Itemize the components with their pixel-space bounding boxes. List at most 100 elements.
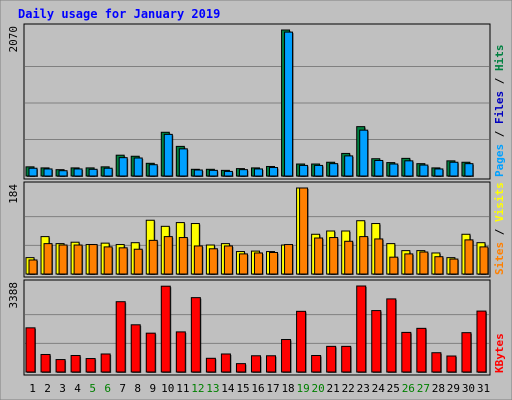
x-tick-label: 25 xyxy=(387,382,400,395)
bar-kbytes-day-1 xyxy=(25,327,36,373)
x-tick-label: 15 xyxy=(236,382,249,395)
bar-files-day-15 xyxy=(238,169,248,177)
bar-sites-day-3 xyxy=(58,244,68,275)
bar-kbytes-day-28 xyxy=(431,352,442,373)
bar-files-day-6 xyxy=(103,167,113,177)
x-tick-label: 18 xyxy=(281,382,294,395)
bar-files-day-4 xyxy=(73,168,83,177)
bar-files-day-14 xyxy=(223,170,233,177)
bar-kbytes-day-2 xyxy=(40,353,51,373)
bar-sites-day-21 xyxy=(329,237,339,275)
x-tick-label: 28 xyxy=(432,382,445,395)
bar-files-day-26 xyxy=(404,160,414,177)
bar-kbytes-day-20 xyxy=(311,355,322,373)
x-tick-label: 3 xyxy=(59,382,66,395)
bar-files-day-20 xyxy=(314,164,324,177)
bar-sites-day-10 xyxy=(163,236,173,275)
bar-sites-day-31 xyxy=(479,246,489,275)
bar-files-day-29 xyxy=(449,161,459,177)
legend: KBytes xyxy=(493,333,506,373)
bar-files-day-18 xyxy=(284,31,294,177)
x-tick-label: 20 xyxy=(312,382,325,395)
bar-files-day-3 xyxy=(58,170,68,177)
legend-entry: Pages xyxy=(493,144,506,177)
bar-files-day-30 xyxy=(464,163,474,177)
x-tick-label: 17 xyxy=(266,382,279,395)
x-tick-label: 1 xyxy=(29,382,36,395)
chart-panels: 2070 Pages / Files / Hits 184 Sites / Visit… xyxy=(7,23,506,376)
bar-files-day-24 xyxy=(374,159,384,177)
x-tick-label: 6 xyxy=(104,382,111,395)
bar-kbytes-day-17 xyxy=(266,355,277,373)
bar-kbytes-day-5 xyxy=(85,358,96,373)
bar-kbytes-day-16 xyxy=(250,355,261,373)
bar-files-day-21 xyxy=(329,163,339,177)
bar-files-day-13 xyxy=(208,169,218,177)
bar-kbytes-day-8 xyxy=(130,324,141,373)
bar-files-day-28 xyxy=(434,168,444,177)
bar-kbytes-day-26 xyxy=(401,331,412,373)
legend-separator: / xyxy=(493,222,506,242)
x-tick-label: 16 xyxy=(251,382,264,395)
y-max-label: 3388 xyxy=(7,282,20,309)
bar-sites-day-17 xyxy=(269,252,279,275)
bar-sites-day-24 xyxy=(374,238,384,275)
bar-sites-day-6 xyxy=(103,246,113,275)
x-tick-label: 29 xyxy=(447,382,460,395)
bar-sites-day-28 xyxy=(434,256,444,275)
y-max-label: 184 xyxy=(7,184,20,204)
x-tick-label: 5 xyxy=(89,382,96,395)
x-tick-label: 23 xyxy=(357,382,370,395)
bar-kbytes-day-31 xyxy=(476,310,487,373)
bar-kbytes-day-15 xyxy=(235,363,246,373)
bar-sites-day-26 xyxy=(404,253,414,275)
y-max-label: 2070 xyxy=(7,26,20,53)
x-tick-label: 19 xyxy=(296,382,309,395)
chart-title: Daily usage for January 2019 xyxy=(18,7,220,21)
bar-files-day-2 xyxy=(43,168,53,177)
panel-hits-files-pages: 2070 Pages / Files / Hits xyxy=(7,23,506,180)
bar-kbytes-day-11 xyxy=(175,331,186,373)
legend-separator: / xyxy=(493,71,506,91)
bar-kbytes-day-14 xyxy=(220,353,231,373)
legend-entry: Sites xyxy=(493,242,506,275)
bar-sites-day-2 xyxy=(43,243,53,275)
bar-files-day-5 xyxy=(88,168,98,177)
bar-sites-day-19 xyxy=(299,187,309,275)
legend-entry: KBytes xyxy=(493,333,506,373)
bar-sites-day-11 xyxy=(178,237,188,275)
bar-sites-day-14 xyxy=(223,245,233,275)
x-tick-label: 26 xyxy=(402,382,415,395)
bar-kbytes-day-21 xyxy=(326,345,337,373)
bar-files-day-10 xyxy=(163,133,173,177)
bar-kbytes-day-24 xyxy=(371,310,382,373)
bar-sites-day-7 xyxy=(118,247,128,275)
legend-entry: Visits xyxy=(493,182,506,222)
panel-visits-sites: 184 Sites / Visits xyxy=(7,181,506,278)
legend-separator: / xyxy=(493,124,506,144)
bar-files-day-19 xyxy=(299,164,309,177)
bar-sites-day-30 xyxy=(464,239,474,275)
legend: Sites / Visits xyxy=(493,182,506,275)
legend-entry: Hits xyxy=(493,45,506,72)
bar-files-day-27 xyxy=(419,164,429,177)
bar-sites-day-9 xyxy=(148,239,158,275)
bar-sites-day-22 xyxy=(344,240,354,275)
bar-files-day-16 xyxy=(253,168,263,177)
x-tick-label: 22 xyxy=(342,382,355,395)
bar-sites-day-20 xyxy=(314,237,324,275)
x-tick-label: 7 xyxy=(119,382,126,395)
bar-kbytes-day-9 xyxy=(145,332,156,373)
bar-sites-day-27 xyxy=(419,251,429,275)
bar-kbytes-day-13 xyxy=(205,357,216,373)
x-axis-labels: 1 2 3 4 5 6 7 8 9 10 11 12 13 14 15 16 17 18 19 20 21 22 23 24 2… xyxy=(29,382,490,395)
bar-sites-day-12 xyxy=(193,245,203,275)
x-tick-label: 12 xyxy=(191,382,204,395)
bar-files-day-9 xyxy=(148,164,158,177)
x-tick-label: 27 xyxy=(417,382,430,395)
bar-files-day-11 xyxy=(178,148,188,177)
x-tick-label: 9 xyxy=(149,382,156,395)
bar-files-day-7 xyxy=(118,157,128,177)
bar-kbytes-day-18 xyxy=(281,339,292,373)
